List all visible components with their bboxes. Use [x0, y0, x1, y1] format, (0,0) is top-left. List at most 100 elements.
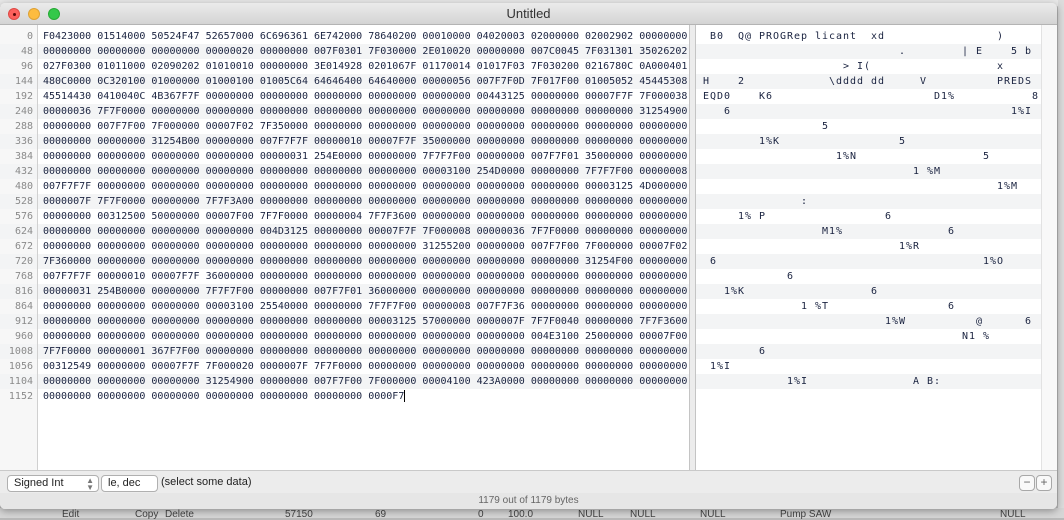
bg-label: NULL — [700, 509, 726, 520]
hex-group: 00000000 — [639, 136, 688, 147]
hex-group: 7F000000 — [151, 121, 200, 132]
hex-group: 00000000 — [639, 286, 688, 297]
row-offset: 0 — [26, 31, 33, 42]
hex-group: 00000000 — [476, 106, 525, 117]
hex-group: 00000000 — [639, 361, 688, 372]
hex-row: 00000000 00000000 00000000 00000000 0000… — [38, 314, 689, 329]
hex-group: 01000000 — [151, 76, 200, 87]
pane-divider[interactable] — [689, 25, 696, 470]
hex-group: 00000000 — [368, 271, 417, 282]
hex-group: 00000000 — [151, 376, 200, 387]
hex-group: 00000000 — [205, 181, 254, 192]
hex-group: 00000000 — [259, 346, 308, 357]
hex-group: 00000000 — [476, 136, 525, 147]
hex-group: 00000000 — [368, 346, 417, 357]
hex-group: 0410040C — [97, 91, 146, 102]
hex-row: 00000000 00000000 00000000 00000000 0000… — [38, 149, 689, 164]
hex-row: 007F7F7F 00000000 00000000 00000000 0000… — [38, 179, 689, 194]
remove-inspector-button[interactable]: − — [1019, 475, 1035, 491]
row-offset: 912 — [0, 314, 37, 329]
hex-group: 00000000 — [43, 376, 92, 387]
hex-group: 00000000 — [259, 181, 308, 192]
hex-group: 7F7F7F00 — [422, 151, 471, 162]
ascii-row: 1% P 6 — [703, 211, 1040, 222]
hex-group: 00000000 — [585, 136, 634, 147]
hex-group: 00000000 — [259, 241, 308, 252]
minimize-window-button[interactable] — [28, 8, 40, 20]
ascii-row: H 2 \dddd dd V PREDS — [696, 74, 1041, 89]
type-popup[interactable]: Signed Int ▲ ▼ — [7, 475, 99, 492]
ascii-row: 1%I A B: — [696, 374, 1041, 389]
hex-group: 00000000 — [422, 181, 471, 192]
hex-group: 00000000 — [43, 166, 92, 177]
hex-group: 007F7F00 — [314, 376, 363, 387]
hex-editor-window: Untitled 0 48 96 144 192 240 288 336 384 432 480 52… — [0, 3, 1057, 509]
hex-row: 00000000 00000000 00000000 00000020 0000… — [38, 44, 689, 59]
hex-group: 00000000 — [151, 256, 200, 267]
hex-group: 01005C64 — [259, 76, 308, 87]
hex-group: 00000000 — [43, 136, 92, 147]
hex-group: 004E3100 — [530, 331, 579, 342]
hex-group: 00000000 — [314, 91, 363, 102]
hex-group: 00000000 — [476, 121, 525, 132]
hex-group: 00000000 — [476, 271, 525, 282]
hex-group: 00000000 — [314, 271, 363, 282]
hex-pane[interactable]: F0423000 01514000 50524F47 52657000 6C69… — [38, 25, 689, 470]
hex-group: 64646400 — [314, 76, 363, 87]
hex-row: 027F0300 01011000 02090202 01010010 0000… — [38, 59, 689, 74]
hex-group: 00000000 — [476, 331, 525, 342]
hex-group: 00000031 — [259, 151, 308, 162]
hex-group: 7F350000 — [259, 121, 308, 132]
hex-row: 00000000 00000000 00000000 00000000 004D… — [38, 224, 689, 239]
hex-group: 00000000 — [639, 226, 688, 237]
hex-group: 00000000 — [476, 241, 525, 252]
hex-group: 00000000 — [43, 391, 92, 402]
hex-group: 00000036 — [43, 106, 92, 117]
editor-content: 0 48 96 144 192 240 288 336 384 432 480 528 576 624 67… — [0, 25, 1057, 470]
hex-row: 7F360000 00000000 00000000 00000000 0000… — [38, 254, 689, 269]
title-bar[interactable]: Untitled — [0, 3, 1057, 25]
data-inspector-bar: Signed Int ▲ ▼ le, dec (select some data)… — [0, 470, 1057, 494]
hex-group: 00000000 — [530, 166, 579, 177]
hex-group: 00000000 — [259, 271, 308, 282]
hex-group: 00000000 — [205, 226, 254, 237]
hex-group: 04020003 — [476, 31, 525, 42]
row-offset: 528 — [0, 194, 37, 209]
hex-group: 36000000 — [205, 271, 254, 282]
vertical-scrollbar[interactable] — [1041, 25, 1057, 470]
row-offset: 672 — [14, 241, 33, 252]
zoom-window-button[interactable] — [48, 8, 60, 20]
hex-group: 00000000 — [97, 226, 146, 237]
hex-row: 00000000 00000000 31254B00 00000000 007F… — [38, 134, 689, 149]
hex-group: 00000000 — [585, 301, 634, 312]
hex-row: 00000000 00000000 00000000 00000000 0000… — [38, 389, 689, 404]
add-inspector-button[interactable]: + — [1036, 475, 1052, 491]
hex-group: 00000000 — [97, 136, 146, 147]
ascii-row: 1%M — [703, 181, 1040, 192]
row-offset: 384 — [14, 151, 33, 162]
hex-group: 00003125 — [368, 316, 417, 327]
hex-group: 7F7F3A00 — [205, 196, 254, 207]
endian-popup[interactable]: le, dec — [101, 475, 158, 492]
hex-group: 007F7F7F — [43, 181, 92, 192]
hex-group: 00000000 — [151, 241, 200, 252]
hex-group: 00000000 — [368, 106, 417, 117]
hex-group: 367F7F00 — [151, 346, 200, 357]
hex-group: 00000031 — [43, 286, 92, 297]
hex-group: 00000000 — [530, 121, 579, 132]
ascii-pane[interactable]: B0 Q@ PROGRep licant xd ) . | E 5 b > I(… — [696, 25, 1041, 470]
hex-group: 45445308 — [639, 76, 688, 87]
hex-group: 00000000 — [639, 346, 688, 357]
close-window-button[interactable] — [8, 8, 20, 20]
hex-group: 00007F7F — [368, 136, 417, 147]
hex-group: 00000000 — [205, 166, 254, 177]
hex-group: 00000000 — [151, 196, 200, 207]
hex-group: 7F000000 — [368, 376, 417, 387]
hex-group: 00000000 — [97, 151, 146, 162]
hex-group: 004D3125 — [259, 226, 308, 237]
hex-group: 00000000 — [151, 166, 200, 177]
hex-group: 00007F00 — [205, 211, 254, 222]
hex-group: 35000000 — [422, 136, 471, 147]
hex-group: 00000000 — [585, 316, 634, 327]
hex-row: 00000031 254B0000 00000000 7F7F7F00 0000… — [38, 284, 689, 299]
